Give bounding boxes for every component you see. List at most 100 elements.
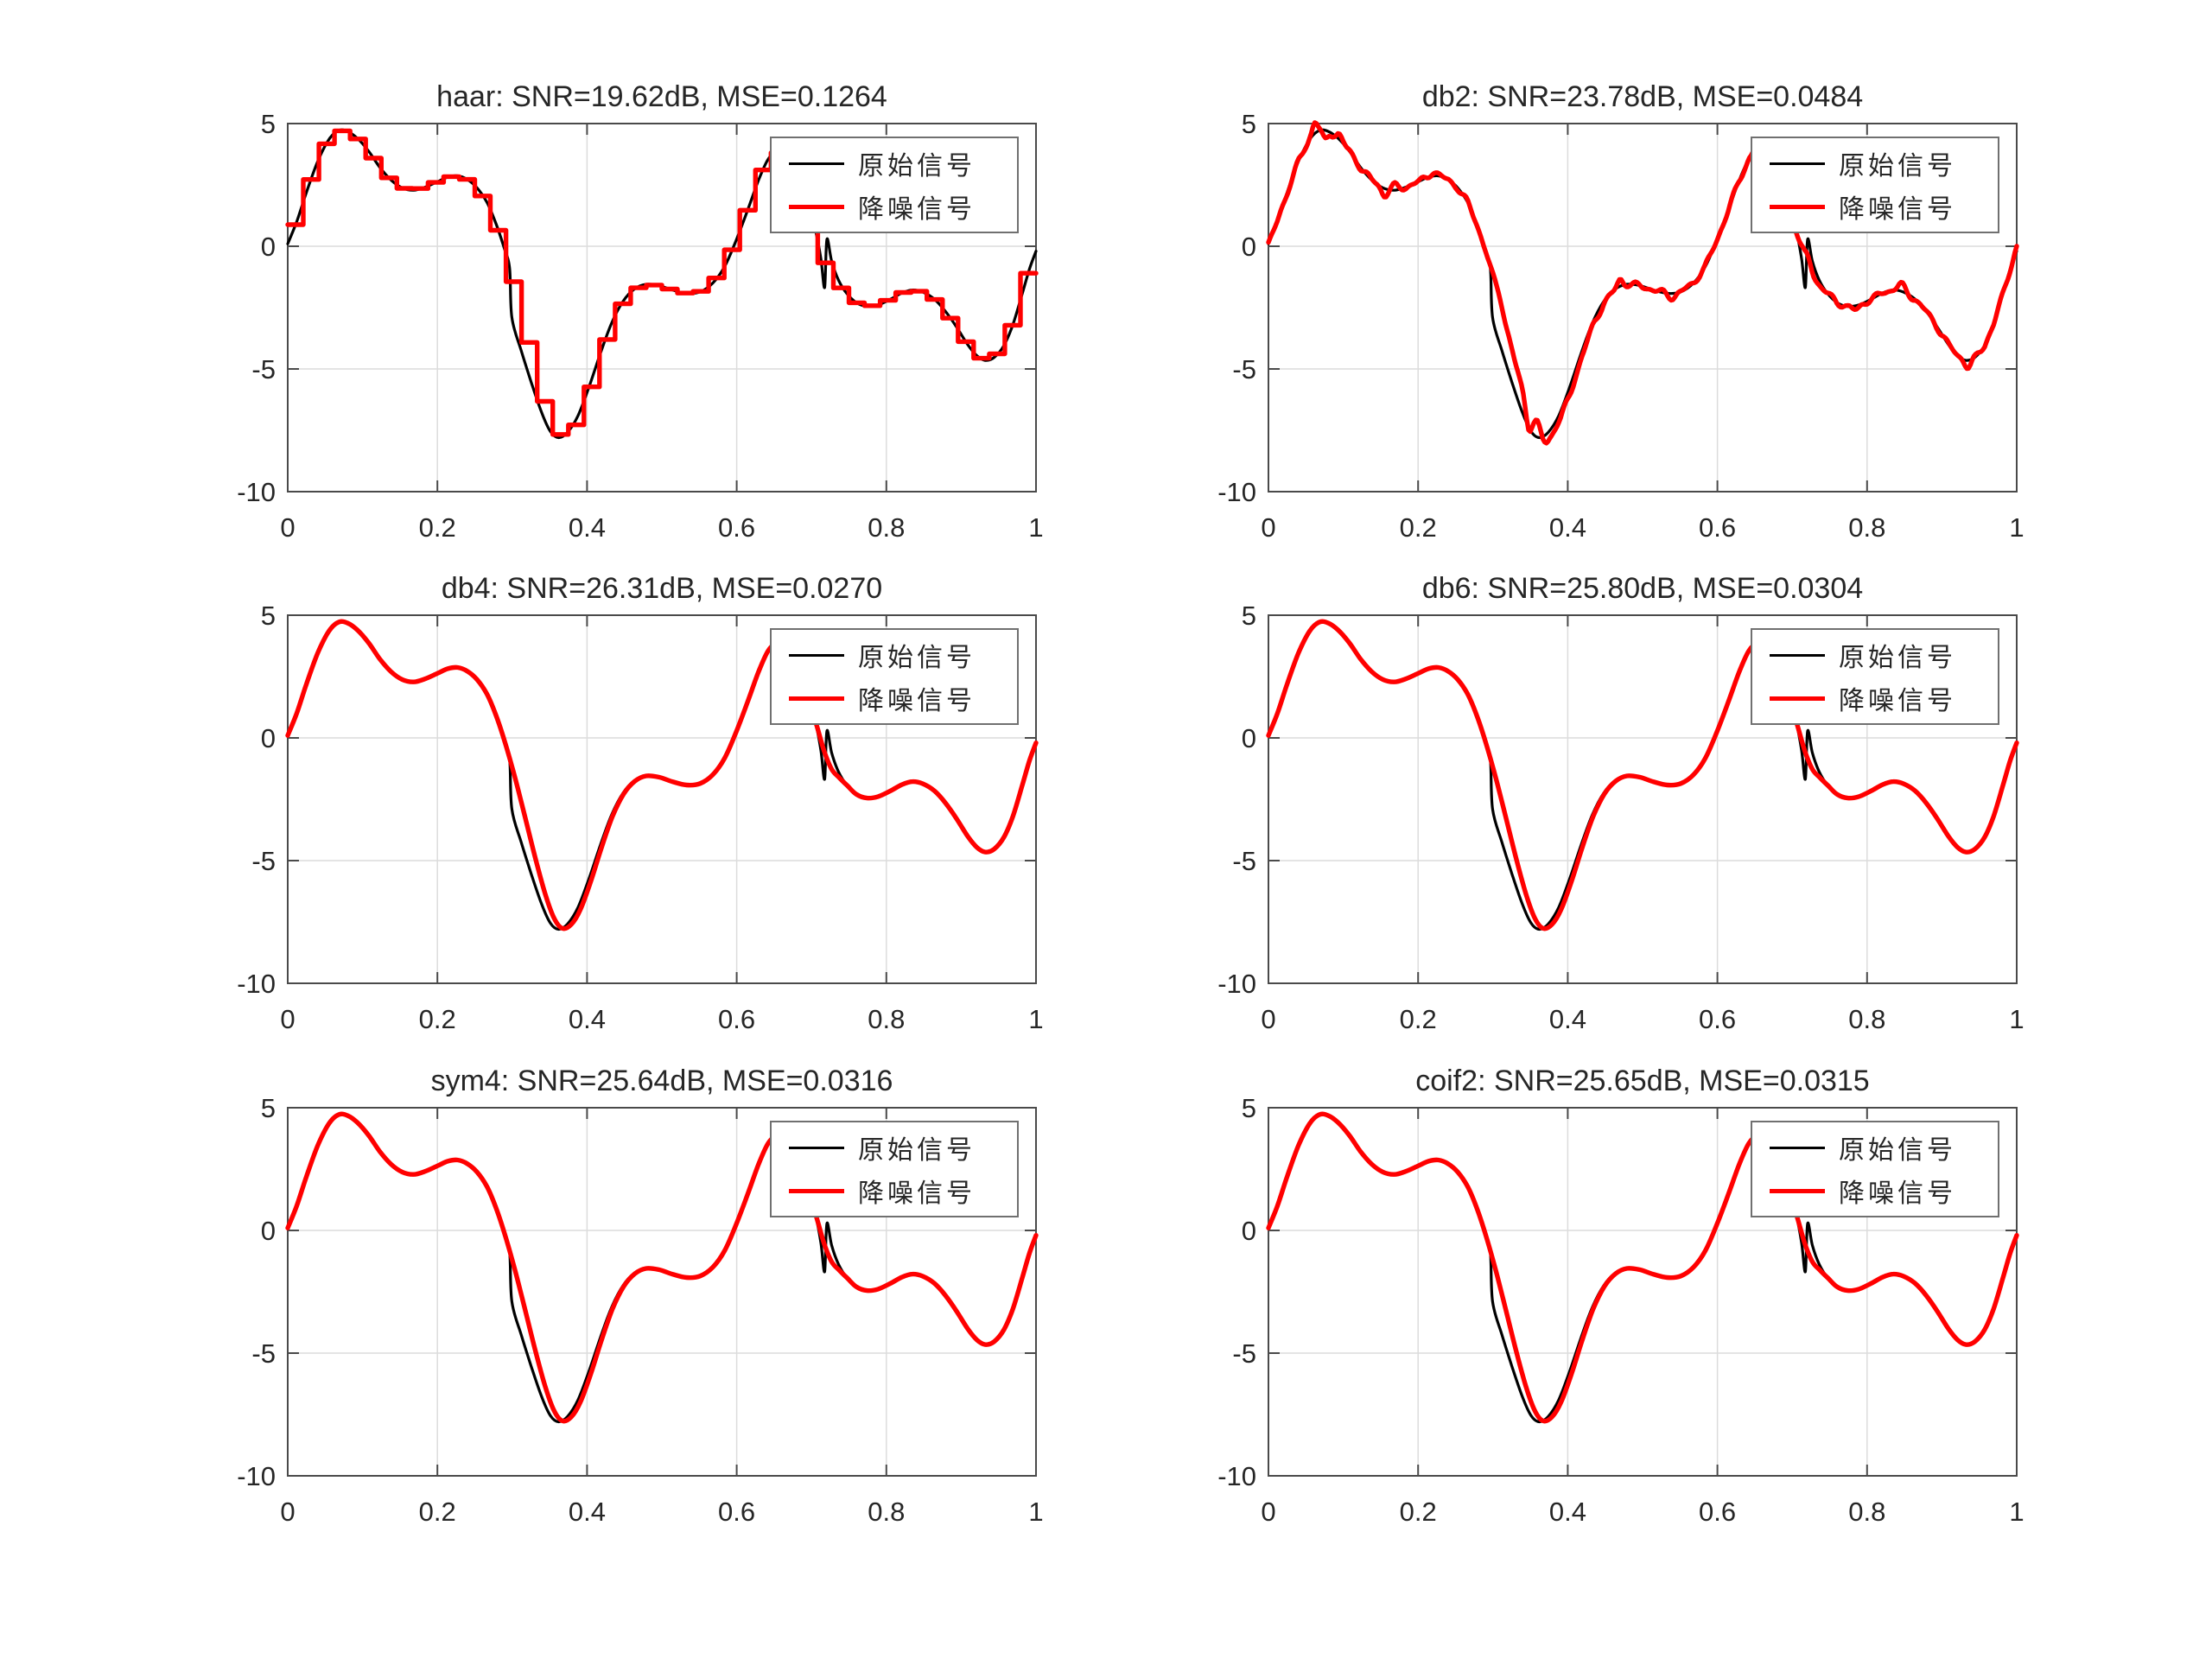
x-tick-label: 0.8 bbox=[1848, 512, 1885, 543]
plot-area-db4: 0 0.2 0.4 0.6 0.8 1 5 0 -5 -10 bbox=[237, 601, 1043, 1034]
legend-label-denoised: 降噪信号 bbox=[1839, 1179, 1956, 1208]
y-tick-label: 0 bbox=[261, 232, 276, 262]
x-tick-label: 0.6 bbox=[1699, 1004, 1736, 1034]
x-tick-label: 0.6 bbox=[718, 1497, 755, 1527]
legend-entry-original: 原始信号 bbox=[772, 146, 1017, 181]
legend-label-denoised: 降噪信号 bbox=[858, 687, 976, 715]
axes-box bbox=[287, 123, 1037, 493]
original-signal-line-sample bbox=[1770, 162, 1825, 165]
original-signal-line-sample bbox=[1770, 653, 1825, 657]
y-tick-label: 5 bbox=[1242, 601, 1256, 631]
y-tick-label: -10 bbox=[1217, 969, 1256, 999]
axes-box bbox=[287, 614, 1037, 984]
x-tick-label: 1 bbox=[1028, 1004, 1043, 1034]
legend-box: 原始信号 降噪信号 bbox=[1751, 137, 1999, 233]
legend-entry-denoised: 降噪信号 bbox=[1752, 189, 1998, 224]
denoised-signal-curve bbox=[285, 1111, 1039, 1424]
subplot-sym4: sym4: SNR=25.64dB, MSE=0.0316 0 0.2 0.4 0.6… bbox=[167, 1021, 1065, 1574]
subplot-title-coif2: coif2: SNR=25.65dB, MSE=0.0315 bbox=[1415, 1065, 1870, 1097]
legend-label-original: 原始信号 bbox=[1839, 1136, 1956, 1165]
legend-box: 原始信号 降噪信号 bbox=[1751, 1121, 1999, 1217]
y-tick-label: -5 bbox=[251, 846, 276, 876]
axes-box bbox=[1268, 1107, 2018, 1477]
y-tick-label: -10 bbox=[237, 969, 276, 999]
y-tick-label: -10 bbox=[1217, 477, 1256, 507]
legend-label-original: 原始信号 bbox=[858, 644, 976, 672]
x-tick-label: 0.8 bbox=[868, 1004, 905, 1034]
x-tick-label: 0 bbox=[280, 1497, 295, 1527]
x-tick-label: 0.2 bbox=[419, 512, 456, 543]
x-tick-label: 0.2 bbox=[419, 1004, 456, 1034]
legend-entry-original: 原始信号 bbox=[1752, 146, 1998, 181]
subplot-title-haar: haar: SNR=19.62dB, MSE=0.1264 bbox=[436, 80, 887, 113]
x-tick-label: 1 bbox=[2009, 512, 2024, 543]
plot-area-db2: 0 0.2 0.4 0.6 0.8 1 5 0 -5 -10 bbox=[1217, 109, 2024, 543]
y-tick-label: 5 bbox=[1242, 1093, 1256, 1123]
y-tick-label: -5 bbox=[1232, 846, 1256, 876]
legend-entry-denoised: 降噪信号 bbox=[1752, 681, 1998, 715]
denoised-signal-curve bbox=[285, 619, 1039, 931]
x-tick-label: 0 bbox=[280, 1004, 295, 1034]
x-tick-label: 0.2 bbox=[419, 1497, 456, 1527]
subplot-title-db2: db2: SNR=23.78dB, MSE=0.0484 bbox=[1421, 80, 1864, 113]
y-tick-label: 0 bbox=[1242, 232, 1256, 262]
x-tick-label: 0.2 bbox=[1400, 1004, 1437, 1034]
axes-box bbox=[287, 1107, 1037, 1477]
legend-entry-original: 原始信号 bbox=[772, 638, 1017, 672]
y-tick-label: 5 bbox=[261, 109, 276, 139]
legend-entry-denoised: 降噪信号 bbox=[1752, 1173, 1998, 1208]
x-tick-label: 0 bbox=[1261, 512, 1275, 543]
subplot-db6: db6: SNR=25.80dB, MSE=0.0304 0 0.2 0.4 0.6 0… bbox=[1147, 529, 2046, 1082]
legend-label-denoised: 降噪信号 bbox=[858, 195, 976, 224]
legend-label-original: 原始信号 bbox=[858, 152, 976, 181]
legend-entry-denoised: 降噪信号 bbox=[772, 681, 1017, 715]
y-tick-label: 5 bbox=[261, 601, 276, 631]
y-tick-label: -10 bbox=[1217, 1461, 1256, 1491]
subplot-db4: db4: SNR=26.31dB, MSE=0.0270 0 0.2 0.4 0.6 0… bbox=[167, 529, 1065, 1082]
denoised-signal-curve bbox=[285, 128, 1039, 437]
legend-label-original: 原始信号 bbox=[1839, 152, 1956, 181]
x-tick-label: 0.4 bbox=[1549, 512, 1586, 543]
y-tick-label: -10 bbox=[237, 1461, 276, 1491]
denoised-signal-line-sample bbox=[1770, 1188, 1825, 1193]
x-tick-label: 0.4 bbox=[1549, 1004, 1586, 1034]
x-tick-label: 1 bbox=[1028, 1497, 1043, 1527]
subplot-db2: db2: SNR=23.78dB, MSE=0.0484 0 0.2 0.4 0.6 0… bbox=[1147, 37, 2046, 590]
axes-box bbox=[1268, 123, 2018, 493]
legend-entry-denoised: 降噪信号 bbox=[772, 1173, 1017, 1208]
x-tick-label: 1 bbox=[1028, 512, 1043, 543]
x-tick-label: 0.8 bbox=[868, 1497, 905, 1527]
legend-entry-original: 原始信号 bbox=[1752, 1130, 1998, 1165]
x-tick-label: 0.4 bbox=[569, 512, 606, 543]
x-tick-label: 0.4 bbox=[1549, 1497, 1586, 1527]
y-tick-label: -5 bbox=[1232, 1338, 1256, 1369]
x-tick-label: 0.4 bbox=[569, 1497, 606, 1527]
denoised-signal-line-sample bbox=[789, 696, 844, 701]
legend-label-original: 原始信号 bbox=[1839, 644, 1956, 672]
x-tick-label: 0.6 bbox=[1699, 1497, 1736, 1527]
legend-box: 原始信号 降噪信号 bbox=[1751, 628, 1999, 725]
denoised-signal-line-sample bbox=[789, 1188, 844, 1193]
legend-box: 原始信号 降噪信号 bbox=[770, 1121, 1019, 1217]
x-tick-label: 0.6 bbox=[1699, 512, 1736, 543]
subplot-title-db4: db4: SNR=26.31dB, MSE=0.0270 bbox=[441, 572, 883, 605]
y-tick-label: -5 bbox=[1232, 354, 1256, 385]
y-tick-label: 0 bbox=[1242, 723, 1256, 753]
y-tick-label: -5 bbox=[251, 354, 276, 385]
denoised-signal-line-sample bbox=[1770, 204, 1825, 209]
x-tick-label: 0.6 bbox=[718, 1004, 755, 1034]
x-tick-label: 0 bbox=[280, 512, 295, 543]
subplot-haar: haar: SNR=19.62dB, MSE=0.1264 0 0.2 0.4 0.6… bbox=[167, 37, 1065, 590]
y-tick-label: 5 bbox=[1242, 109, 1256, 139]
denoised-signal-line-sample bbox=[1770, 696, 1825, 701]
x-tick-label: 1 bbox=[2009, 1497, 2024, 1527]
x-tick-label: 0.4 bbox=[569, 1004, 606, 1034]
y-tick-label: 0 bbox=[261, 1216, 276, 1246]
axes-box bbox=[1268, 614, 2018, 984]
legend-label-denoised: 降噪信号 bbox=[1839, 687, 1956, 715]
x-tick-label: 1 bbox=[2009, 1004, 2024, 1034]
x-tick-label: 0 bbox=[1261, 1004, 1275, 1034]
legend-box: 原始信号 降噪信号 bbox=[770, 628, 1019, 725]
legend-entry-original: 原始信号 bbox=[772, 1130, 1017, 1165]
